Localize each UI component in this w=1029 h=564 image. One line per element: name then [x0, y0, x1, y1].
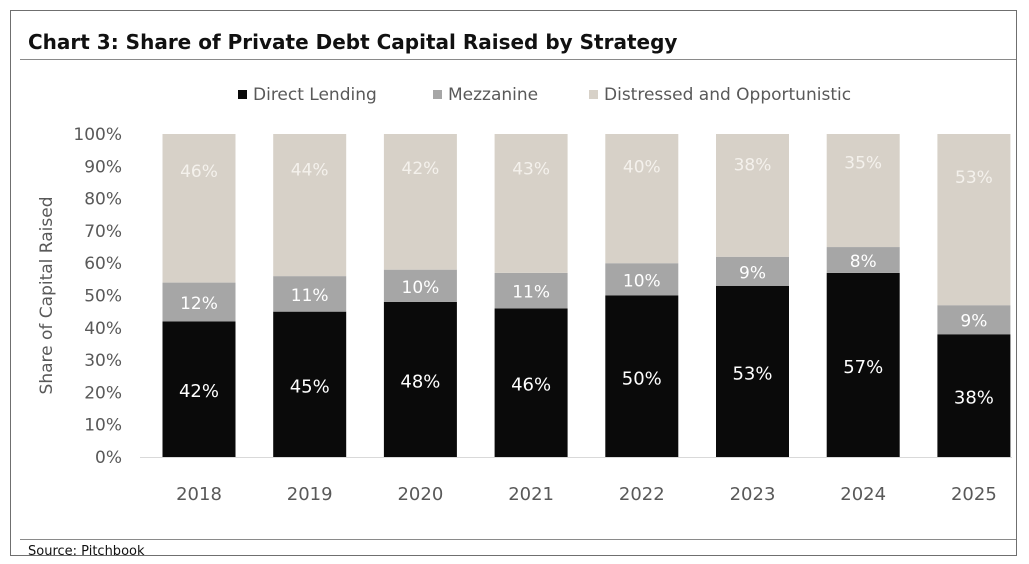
legend-swatch [433, 90, 442, 99]
bar-segment-direct-lending-2025 [937, 334, 1011, 457]
x-tick-label: 2019 [287, 484, 333, 505]
bar-segment-distressed-and-opportunistic-2023 [716, 134, 789, 257]
legend-label: Mezzanine [448, 85, 538, 105]
x-tick-label: 2023 [730, 484, 776, 505]
bar-segment-mezzanine-2023 [716, 256, 789, 286]
data-label: 38% [954, 388, 994, 409]
data-label: 46% [180, 162, 218, 182]
bar-segment-distressed-and-opportunistic-2021 [494, 134, 568, 273]
y-axis: 0% 10% 20% 30% 40% 50% 60% 70% 80% 90% 100% Share o… [37, 125, 122, 468]
data-label: 45% [290, 376, 330, 397]
data-label: 10% [623, 271, 661, 291]
data-label: 57% [843, 357, 883, 378]
y-tick-label: 70% [84, 222, 122, 242]
y-axis-title: Share of Capital Raised [37, 197, 57, 395]
y-tick-label: 90% [84, 157, 122, 177]
bar-segment-mezzanine-2024 [826, 247, 900, 273]
bars: 42% 12% 46% 45% 11% 44% 48% 10% 42% 46% 11% 43% 50% 1… [162, 134, 1011, 457]
bar-segment-direct-lending-2023 [716, 285, 789, 457]
x-tick-label: 2020 [397, 484, 443, 505]
bar-segment-distressed-and-opportunistic-2019 [273, 134, 347, 277]
bar-segment-mezzanine-2021 [494, 272, 568, 309]
y-tick-label: 30% [84, 351, 122, 371]
bar-segment-direct-lending-2018 [162, 321, 236, 457]
bar-segment-mezzanine-2018 [162, 282, 236, 322]
x-axis: 2018 2019 2020 2021 2022 2023 2024 2025 [140, 457, 1012, 505]
data-label: 48% [400, 371, 440, 392]
bar-segment-distressed-and-opportunistic-2020 [383, 134, 457, 270]
y-tick-label: 10% [84, 416, 122, 436]
x-tick-label: 2022 [619, 484, 665, 505]
legend: Direct Lending Mezzanine Distressed and Op… [238, 85, 851, 105]
bar-segment-mezzanine-2019 [273, 276, 347, 312]
data-label: 42% [402, 159, 440, 179]
y-tick-label: 60% [84, 254, 122, 274]
data-label: 9% [739, 263, 766, 283]
data-label: 40% [623, 157, 661, 177]
bar-segment-direct-lending-2021 [494, 308, 568, 457]
bar-segment-mezzanine-2025 [937, 305, 1011, 335]
y-tick-label: 0% [95, 448, 122, 468]
bar-segment-direct-lending-2022 [605, 295, 679, 457]
data-label: 38% [734, 156, 772, 176]
legend-label: Direct Lending [253, 85, 377, 105]
data-label: 53% [955, 168, 993, 188]
legend-swatch [589, 90, 598, 99]
data-label: 46% [511, 375, 551, 396]
bar-segment-direct-lending-2024 [826, 272, 900, 457]
bar-segment-direct-lending-2019 [273, 311, 347, 457]
data-label: 44% [291, 161, 329, 181]
y-tick-label: 50% [84, 287, 122, 307]
bar-segment-mezzanine-2022 [605, 263, 679, 296]
source-note: Source: Pitchbook [28, 544, 145, 559]
bar-segment-mezzanine-2020 [383, 269, 457, 302]
footer-divider [20, 539, 1016, 540]
data-label: 50% [622, 368, 662, 389]
bar-segment-distressed-and-opportunistic-2022 [605, 134, 679, 264]
bar-segment-direct-lending-2020 [383, 301, 457, 457]
x-tick-label: 2024 [840, 484, 886, 505]
data-label: 12% [180, 294, 218, 314]
data-label: 35% [844, 153, 882, 173]
bar-segment-distressed-and-opportunistic-2018 [162, 134, 236, 283]
data-label: 9% [960, 312, 987, 332]
data-label: 11% [291, 286, 329, 306]
data-label: 53% [732, 363, 772, 384]
y-tick-label: 100% [73, 125, 122, 145]
chart-title: Chart 3: Share of Private Debt Capital R… [28, 30, 678, 54]
bar-segment-distressed-and-opportunistic-2024 [826, 134, 900, 248]
y-tick-label: 20% [84, 383, 122, 403]
legend-swatch [238, 90, 247, 99]
data-label: 10% [402, 278, 440, 298]
x-tick-label: 2021 [508, 484, 554, 505]
title-divider [20, 59, 1016, 60]
bar-segment-distressed-and-opportunistic-2025 [937, 134, 1011, 306]
y-tick-label: 80% [84, 190, 122, 210]
data-label: 11% [512, 283, 550, 303]
data-label: 8% [850, 252, 877, 272]
y-tick-label: 40% [84, 319, 122, 339]
data-label: 43% [512, 160, 550, 180]
data-label: 42% [179, 381, 219, 402]
x-tick-label: 2018 [176, 484, 222, 505]
x-tick-label: 2025 [951, 484, 997, 505]
legend-label: Distressed and Opportunistic [604, 85, 851, 105]
